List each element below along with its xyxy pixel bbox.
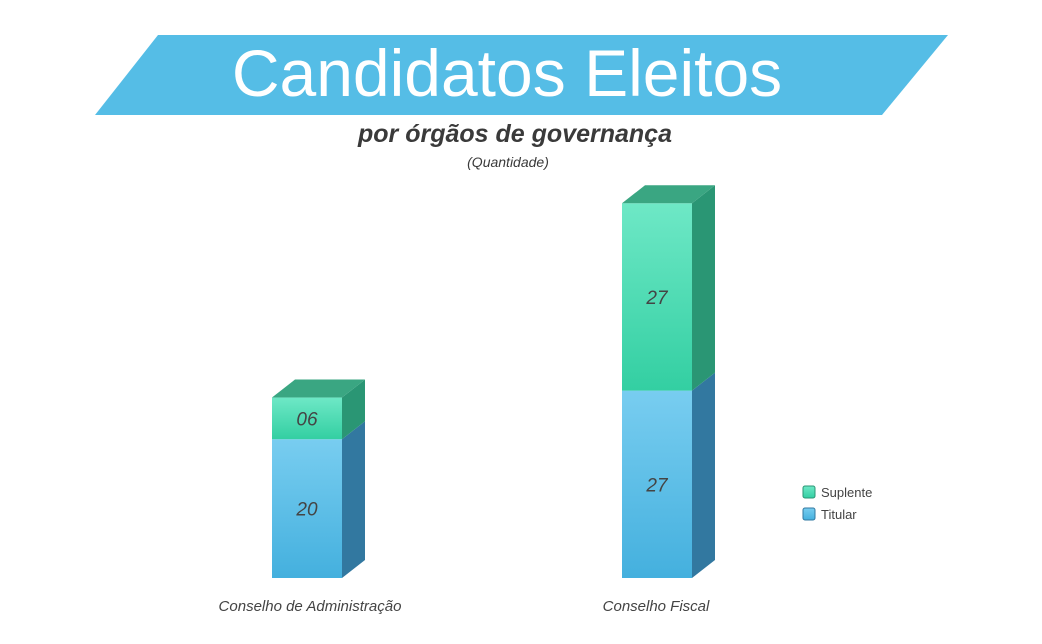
- bar-titular: [272, 439, 342, 578]
- bar-top-suplente: [622, 185, 715, 204]
- data-label-titular: 20: [295, 500, 318, 521]
- bar-top-suplente: [272, 379, 365, 398]
- data-label-suplente: 06: [296, 409, 318, 430]
- legend-swatch-titular: [802, 507, 816, 521]
- bar-side-titular: [692, 372, 715, 578]
- legend-label-suplente: Suplente: [821, 485, 872, 500]
- title-banner: [95, 35, 948, 115]
- chart-subtitle: por órgãos de governança: [357, 120, 672, 148]
- data-label-suplente: 27: [645, 288, 669, 309]
- data-label-titular: 27: [645, 475, 669, 496]
- bar-titular: [622, 390, 692, 578]
- unit-note: (Quantidade): [467, 154, 549, 170]
- bar-side-titular: [342, 421, 365, 578]
- chart-title: Candidatos Eleitos: [232, 36, 782, 110]
- bar-suplente: [622, 203, 692, 391]
- category-label: Conselho Fiscal: [603, 598, 710, 615]
- legend: Suplente Titular: [802, 485, 872, 522]
- bar-side-suplente: [692, 185, 715, 391]
- legend-swatch-suplente: [802, 485, 816, 499]
- bar-suplente: [272, 397, 342, 440]
- bar-group: 27 27: [622, 185, 715, 578]
- bar-side-suplente: [342, 379, 365, 440]
- legend-label-titular: Titular: [821, 507, 857, 522]
- category-label: Conselho de Administração: [219, 598, 402, 615]
- category-labels: Conselho de Administração Conselho Fiscal: [219, 598, 710, 615]
